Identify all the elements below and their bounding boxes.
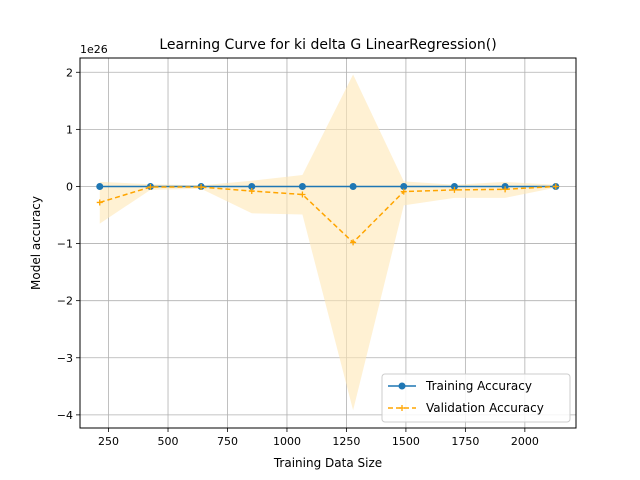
y-tick-label: 2 — [66, 66, 73, 79]
legend-box — [381, 373, 571, 423]
training-accuracy-point — [298, 182, 306, 190]
x-tick-label: 1000 — [273, 435, 301, 448]
x-tick-label: 500 — [158, 435, 179, 448]
validation-band-layer — [99, 74, 556, 411]
training-accuracy-point — [400, 182, 408, 190]
validation-accuracy-point — [96, 199, 103, 206]
y-tick-label: −3 — [57, 352, 73, 365]
x-tick-label: 1500 — [392, 435, 420, 448]
validation-std-band — [99, 74, 556, 411]
x-tick-label: 1750 — [451, 435, 479, 448]
y-tick-label: −1 — [57, 238, 73, 251]
y-tick-label: −4 — [57, 409, 73, 422]
validation-accuracy-point — [350, 239, 357, 246]
validation-accuracy-point — [248, 188, 255, 195]
validation-accuracy-point — [299, 191, 306, 198]
y-offset-label: 1e26 — [80, 43, 108, 56]
legend: Training Accuracy Validation Accuracy — [381, 373, 571, 423]
plot-frame — [79, 57, 577, 429]
y-tick-label: 1 — [66, 123, 73, 136]
validation-accuracy-point — [552, 183, 559, 190]
legend-validation-marker — [399, 405, 405, 411]
validation-accuracy-point — [502, 186, 509, 193]
chart-title: Learning Curve for ki delta G LinearRegr… — [159, 37, 496, 53]
legend-training-label: Training Accuracy — [425, 379, 532, 393]
x-axis-label: Training Data Size — [273, 456, 382, 470]
x-tick-label: 250 — [98, 435, 119, 448]
training-accuracy-point — [96, 182, 104, 190]
x-tick-label: 2000 — [511, 435, 539, 448]
legend-training-marker — [398, 382, 406, 390]
training-accuracy-point — [450, 182, 458, 190]
x-tick-label: 750 — [217, 435, 238, 448]
training-accuracy-point — [248, 182, 256, 190]
legend-validation-label: Validation Accuracy — [426, 401, 544, 415]
ticks: 250 500 750 1000 1250 1500 1750 2000 −4 −3 −2 −1 0 1 2 — [57, 66, 539, 448]
validation-accuracy-point — [400, 188, 407, 195]
validation-accuracy-line — [99, 185, 556, 244]
y-axis-label: Model accuracy — [29, 196, 43, 290]
x-tick-label: 1250 — [332, 435, 360, 448]
y-tick-label: −2 — [57, 295, 73, 308]
series-layer — [96, 182, 560, 246]
validation-accuracy-point — [198, 184, 205, 191]
validation-accuracy-point — [147, 184, 154, 191]
training-accuracy-point — [349, 182, 357, 190]
y-tick-label: 0 — [66, 180, 73, 193]
validation-accuracy-point — [451, 186, 458, 193]
